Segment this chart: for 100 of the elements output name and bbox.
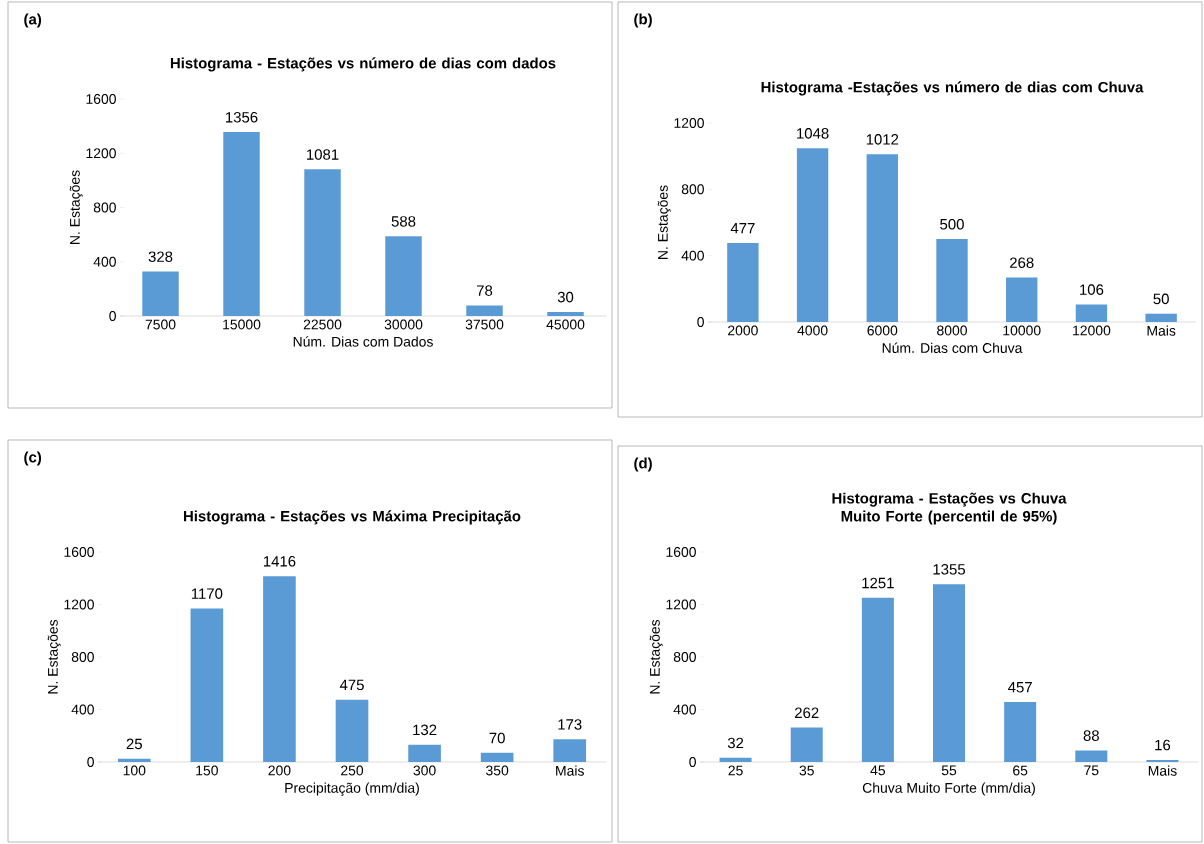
y-axis-title: N. Estações	[657, 185, 671, 259]
data-label: 268	[1010, 257, 1034, 269]
data-label: 173	[558, 719, 582, 730]
data-label: 1048	[797, 128, 829, 139]
bar	[936, 239, 968, 322]
data-label: 475	[339, 679, 364, 691]
bar	[727, 242, 759, 322]
data-label: 1012	[866, 134, 899, 145]
x-tick-label: 350	[486, 765, 509, 776]
data-label: 132	[413, 724, 437, 736]
x-tick-label: 4000	[797, 325, 828, 336]
y-tick-label: 800	[71, 652, 94, 662]
bar	[1146, 759, 1179, 762]
chart-title: Histograma - Estações vs Máxima Precipitação	[183, 510, 521, 525]
x-tick-label: 12000	[1073, 325, 1111, 336]
data-label: 457	[1008, 682, 1032, 693]
bar	[553, 739, 587, 762]
x-tick-label: 250	[341, 765, 364, 776]
y-tick-label: 1200	[666, 599, 696, 610]
bar	[304, 169, 341, 316]
bar	[117, 758, 151, 762]
bar	[1004, 702, 1037, 762]
x-tick-label: 30000	[384, 319, 423, 330]
data-label: 50	[1153, 293, 1169, 305]
x-tick-label: 200	[268, 765, 291, 776]
x-tick-label: 22500	[303, 319, 342, 330]
x-tick-label: 150	[196, 765, 218, 776]
y-tick-label: 0	[689, 757, 696, 767]
data-label: 1081	[307, 149, 339, 160]
chart-title: Histograma -Estações vs número de dias com Chuva	[761, 81, 1144, 96]
x-tick-label: 45	[870, 765, 886, 776]
bar	[1075, 750, 1108, 762]
data-label: 1170	[191, 588, 223, 599]
bar	[190, 608, 224, 762]
y-tick-label: 400	[71, 704, 94, 715]
y-axis-title: N. Estações	[47, 619, 61, 694]
bar	[480, 752, 514, 762]
y-tick-label: 1600	[64, 547, 94, 557]
bar	[1075, 304, 1108, 322]
y-axis-title: N. Estações	[649, 619, 663, 694]
bar	[223, 132, 260, 316]
y-axis-title: N. Estações	[69, 170, 83, 244]
x-tick-label: Mais	[556, 765, 584, 776]
text: (c)	[24, 451, 42, 466]
bar	[933, 584, 966, 762]
x-tick-label: 25	[728, 765, 743, 776]
x-tick-label: 65	[1013, 765, 1028, 776]
data-label: 106	[1080, 284, 1104, 295]
x-tick-label: 15000	[223, 319, 261, 330]
x-tick-label: 75	[1084, 765, 1099, 776]
x-tick-label: 2000	[728, 325, 758, 336]
data-label: 16	[1155, 739, 1171, 751]
data-label: 88	[1083, 730, 1099, 741]
y-tick-label: 0	[697, 317, 704, 327]
bar	[385, 236, 422, 316]
data-label: 262	[795, 707, 819, 719]
x-tick-label: 8000	[937, 325, 967, 336]
x-tick-label: 7500	[145, 319, 176, 330]
bar	[466, 305, 503, 316]
text: (a)	[24, 13, 42, 28]
data-label: 25	[126, 738, 142, 750]
bar	[719, 757, 752, 762]
y-tick-label: 0	[109, 311, 116, 321]
text: (d)	[634, 457, 652, 472]
data-label: 1251	[862, 577, 894, 589]
data-label: 78	[476, 285, 493, 296]
chart-title: Histograma - Estações vs Chuva Muito Forte (percentil de 95%)	[832, 492, 1067, 525]
data-label: 477	[730, 223, 755, 234]
bar	[866, 154, 898, 322]
x-tick-label: 10000	[1003, 325, 1041, 336]
x-axis-title: Núm. Dias com Dados	[293, 336, 433, 347]
y-tick-label: 1200	[86, 148, 116, 159]
y-tick-label: 800	[673, 652, 696, 662]
data-label: 30	[557, 291, 574, 303]
x-tick-label: Mais	[1148, 765, 1177, 776]
chart-title: Histograma - Estações vs número de dias com dados	[170, 57, 556, 72]
x-axis-title: Precipitação (mm/dia)	[285, 782, 419, 796]
y-tick-label: 800	[681, 184, 704, 195]
x-tick-label: 300	[413, 765, 436, 776]
bar	[142, 271, 179, 316]
y-tick-label: 1200	[64, 599, 94, 610]
bar	[408, 744, 441, 762]
y-tick-label: 800	[93, 202, 116, 213]
bar	[790, 727, 823, 762]
y-tick-label: 400	[681, 250, 704, 261]
y-tick-label: 1200	[674, 118, 704, 128]
x-tick-label: 35	[799, 765, 814, 776]
y-tick-label: 0	[87, 757, 94, 767]
x-tick-label: 37500	[465, 319, 504, 330]
data-label: 588	[391, 216, 416, 227]
x-tick-label: 100	[123, 765, 146, 776]
bar	[263, 576, 296, 762]
y-tick-label: 400	[93, 256, 116, 267]
bar	[796, 148, 829, 322]
data-label: 1416	[263, 556, 296, 567]
bar	[335, 699, 369, 762]
y-tick-label: 1600	[86, 94, 116, 104]
bar	[861, 597, 894, 762]
bar	[547, 311, 584, 316]
x-axis-title: Chuva Muito Forte (mm/dia)	[862, 782, 1035, 796]
